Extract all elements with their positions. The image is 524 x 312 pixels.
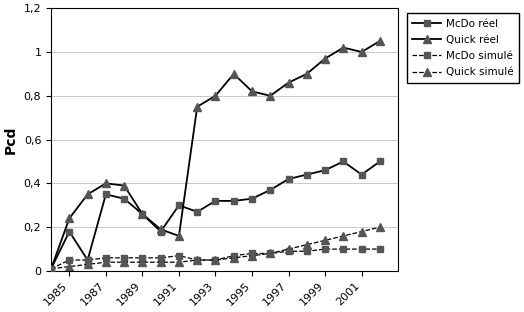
Y-axis label: Pcd: Pcd bbox=[4, 125, 18, 154]
Legend: McDo réel, Quick réel, McDo simulé, Quick simulé: McDo réel, Quick réel, McDo simulé, Quic… bbox=[407, 13, 519, 83]
